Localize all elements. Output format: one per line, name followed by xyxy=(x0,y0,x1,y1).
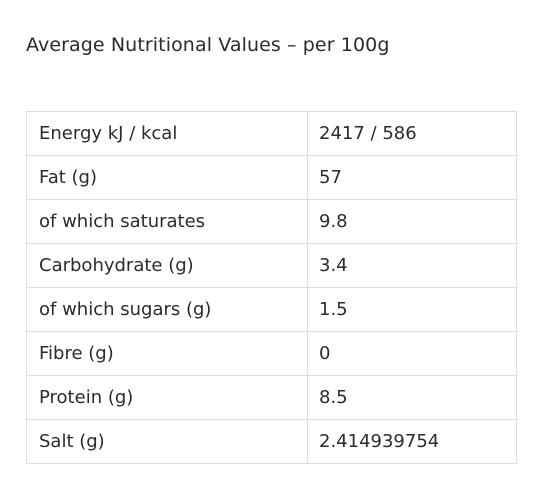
table-row-fat: Fat (g) 57 xyxy=(26,155,517,200)
row-value: 2.414939754 xyxy=(307,419,517,464)
table-row-fibre: Fibre (g) 0 xyxy=(26,331,517,376)
nutrition-table: Energy kJ / kcal 2417 / 586 Fat (g) 57 o… xyxy=(26,111,517,464)
row-label: Carbohydrate (g) xyxy=(26,243,308,288)
row-label: Protein (g) xyxy=(26,375,308,420)
row-label: Salt (g) xyxy=(26,419,308,464)
row-value: 57 xyxy=(307,155,517,200)
row-value: 8.5 xyxy=(307,375,517,420)
row-label: Fibre (g) xyxy=(26,331,308,376)
table-row-carbohydrate: Carbohydrate (g) 3.4 xyxy=(26,243,517,288)
row-label: Energy kJ / kcal xyxy=(26,111,308,156)
table-row-saturates: of which saturates 9.8 xyxy=(26,199,517,244)
row-value: 0 xyxy=(307,331,517,376)
row-value: 1.5 xyxy=(307,287,517,332)
row-label: of which sugars (g) xyxy=(26,287,308,332)
table-row-salt: Salt (g) 2.414939754 xyxy=(26,419,517,464)
nutrition-title: Average Nutritional Values – per 100g xyxy=(26,34,390,56)
row-value: 2417 / 586 xyxy=(307,111,517,156)
row-label: Fat (g) xyxy=(26,155,308,200)
table-row-protein: Protein (g) 8.5 xyxy=(26,375,517,420)
row-value: 9.8 xyxy=(307,199,517,244)
row-label: of which saturates xyxy=(26,199,308,244)
row-value: 3.4 xyxy=(307,243,517,288)
table-row-energy: Energy kJ / kcal 2417 / 586 xyxy=(26,111,517,156)
table-row-sugars: of which sugars (g) 1.5 xyxy=(26,287,517,332)
